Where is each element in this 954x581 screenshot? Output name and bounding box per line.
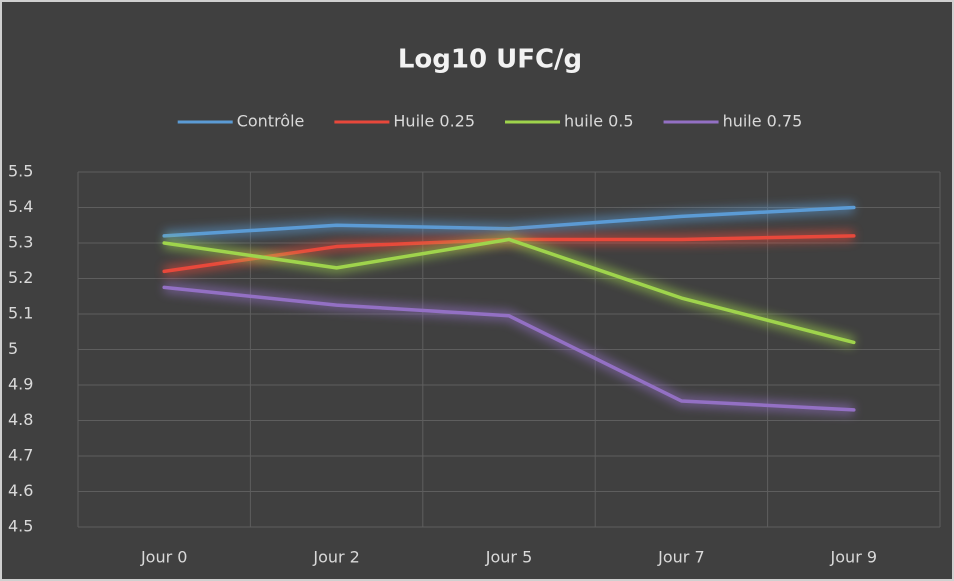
y-tick-label: 5 (8, 339, 18, 358)
legend-label: huile 0.5 (564, 112, 634, 131)
y-tick-label: 5.5 (8, 162, 33, 181)
y-tick-label: 4.8 (8, 410, 33, 429)
x-tick-label: Jour 7 (657, 548, 705, 567)
chart-title: Log10 UFC/g (398, 45, 582, 75)
y-tick-label: 5.2 (8, 268, 33, 287)
y-tick-label: 5.1 (8, 304, 33, 323)
y-tick-label: 5.3 (8, 233, 33, 252)
y-tick-label: 4.9 (8, 375, 33, 394)
line (162, 285, 856, 412)
y-tick-label: 4.7 (8, 446, 33, 465)
y-tick-label: 4.5 (8, 517, 33, 536)
x-tick-label: Jour 5 (485, 548, 533, 567)
legend-label: huile 0.75 (723, 112, 803, 131)
line (162, 237, 856, 345)
legend-label: Contrôle (237, 112, 305, 131)
x-tick-label: Jour 9 (830, 548, 878, 567)
y-tick-label: 5.4 (8, 197, 33, 216)
y-tick-label: 4.6 (8, 481, 33, 500)
legend-label: Huile 0.25 (393, 112, 475, 131)
x-tick-label: Jour 0 (140, 548, 188, 567)
line (162, 205, 856, 238)
x-tick-label: Jour 2 (312, 548, 360, 567)
